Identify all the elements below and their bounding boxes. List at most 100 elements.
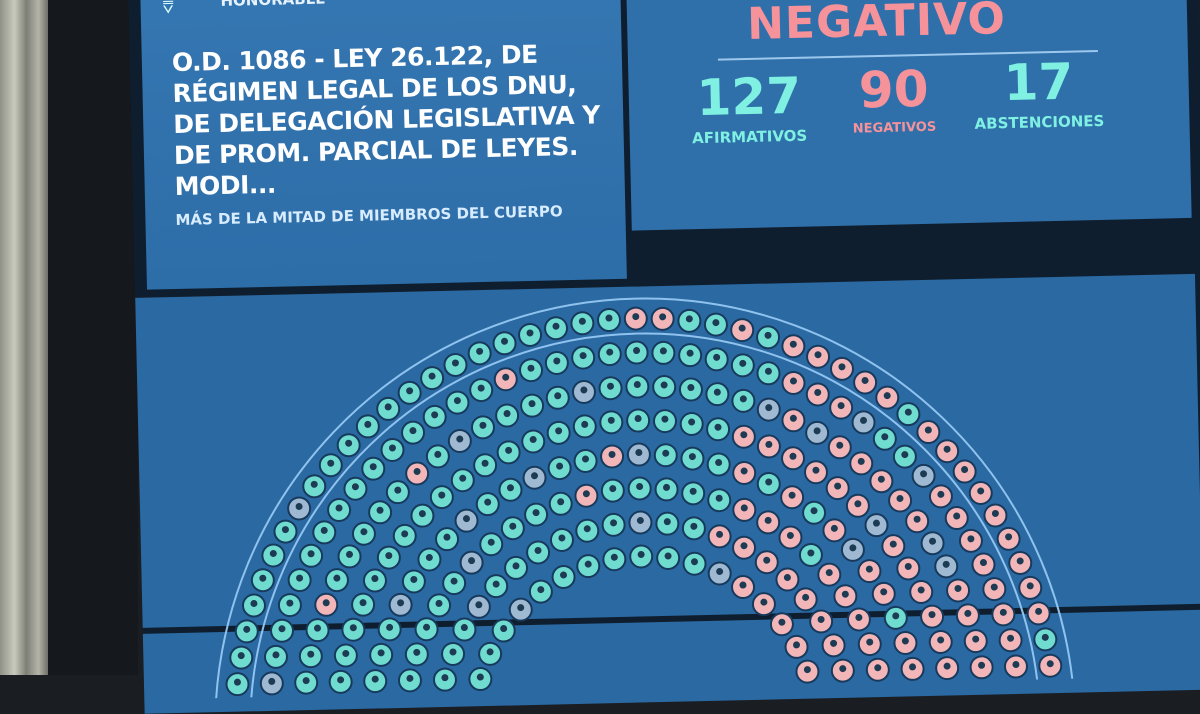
- person-icon: [803, 666, 811, 674]
- person-icon: [406, 387, 414, 395]
- person-icon: [578, 317, 586, 325]
- person-icon: [937, 490, 945, 498]
- person-icon: [802, 593, 810, 601]
- person-icon: [854, 500, 862, 508]
- person-icon: [778, 618, 786, 626]
- person-icon: [942, 560, 950, 568]
- person-icon: [584, 560, 592, 568]
- person-icon: [364, 420, 372, 428]
- person-icon: [635, 449, 643, 457]
- person-icon: [716, 530, 724, 538]
- person-icon: [685, 315, 693, 323]
- person-icon: [715, 494, 723, 502]
- person-icon: [487, 538, 495, 546]
- person-icon: [500, 625, 508, 633]
- person-icon: [849, 544, 857, 552]
- person-icon: [272, 651, 280, 659]
- person-icon: [904, 408, 912, 416]
- person-icon: [410, 575, 418, 583]
- person-icon: [286, 599, 294, 607]
- hemicycle-arc: [214, 297, 1077, 700]
- person-icon: [961, 466, 969, 474]
- person-icon: [917, 586, 925, 594]
- person-icon: [413, 468, 421, 476]
- person-icon: [814, 351, 822, 359]
- person-icon: [943, 662, 951, 670]
- person-icon: [838, 363, 846, 371]
- person-icon: [503, 410, 511, 418]
- person-icon: [526, 329, 534, 337]
- person-icon: [558, 534, 566, 542]
- person-icon: [386, 623, 394, 631]
- person-icon: [814, 388, 822, 396]
- person-icon: [860, 416, 868, 424]
- person-icon: [345, 439, 353, 447]
- person-icon: [501, 337, 509, 345]
- person-icon: [606, 348, 614, 356]
- person-icon: [401, 530, 409, 538]
- person-icon: [459, 474, 467, 482]
- person-icon: [928, 611, 936, 619]
- person-icon: [764, 516, 772, 524]
- person-icon: [634, 415, 642, 423]
- person-icon: [866, 638, 874, 646]
- person-icon: [492, 580, 500, 588]
- person-icon: [716, 567, 724, 575]
- person-icon: [901, 637, 909, 645]
- person-icon: [335, 504, 343, 512]
- person-icon: [479, 421, 487, 429]
- person-icon: [913, 515, 921, 523]
- person-icon: [384, 403, 392, 411]
- person-icon: [978, 661, 986, 669]
- person-icon: [537, 586, 545, 594]
- person-icon: [855, 613, 863, 621]
- person-icon: [789, 377, 797, 385]
- person-icon: [765, 440, 773, 448]
- person-icon: [1012, 661, 1020, 669]
- person-icon: [556, 462, 564, 470]
- person-icon: [765, 478, 773, 486]
- person-icon: [435, 599, 443, 607]
- person-icon: [817, 615, 825, 623]
- person-icon: [1041, 633, 1049, 641]
- person-icon: [896, 495, 904, 503]
- person-icon: [861, 376, 869, 384]
- person-icon: [929, 537, 937, 545]
- person-icon: [713, 353, 721, 361]
- person-icon: [839, 665, 847, 673]
- person-icon: [712, 319, 720, 327]
- person-icon: [307, 550, 315, 558]
- person-icon: [660, 381, 668, 389]
- person-icon: [990, 583, 998, 591]
- person-icon: [438, 491, 446, 499]
- person-icon: [739, 359, 747, 367]
- person-icon: [360, 528, 368, 536]
- person-icon: [369, 463, 377, 471]
- person-icon: [351, 483, 359, 491]
- screen-bezel: [48, 0, 138, 675]
- person-icon: [659, 347, 667, 355]
- person-icon: [506, 484, 514, 492]
- person-icon: [637, 551, 645, 559]
- person-icon: [793, 641, 801, 649]
- person-icon: [1005, 533, 1013, 541]
- person-icon: [359, 599, 367, 607]
- person-icon: [841, 590, 849, 598]
- person-icon: [583, 525, 591, 533]
- person-icon: [874, 664, 882, 672]
- person-icon: [1016, 557, 1024, 565]
- person-icon: [924, 426, 932, 434]
- person-icon: [581, 420, 589, 428]
- person-icon: [610, 553, 618, 561]
- person-icon: [964, 609, 972, 617]
- person-icon: [881, 433, 889, 441]
- person-icon: [425, 553, 433, 561]
- person-icon: [605, 314, 613, 322]
- person-icon: [901, 451, 909, 459]
- person-icon: [1026, 582, 1034, 590]
- person-icon: [607, 416, 615, 424]
- vote-display: ⩢ HONORABLE O.D. 1086 - LEY 26.122, DE R…: [128, 0, 1200, 714]
- person-icon: [663, 483, 671, 491]
- person-icon: [477, 384, 485, 392]
- person-icon: [486, 648, 494, 656]
